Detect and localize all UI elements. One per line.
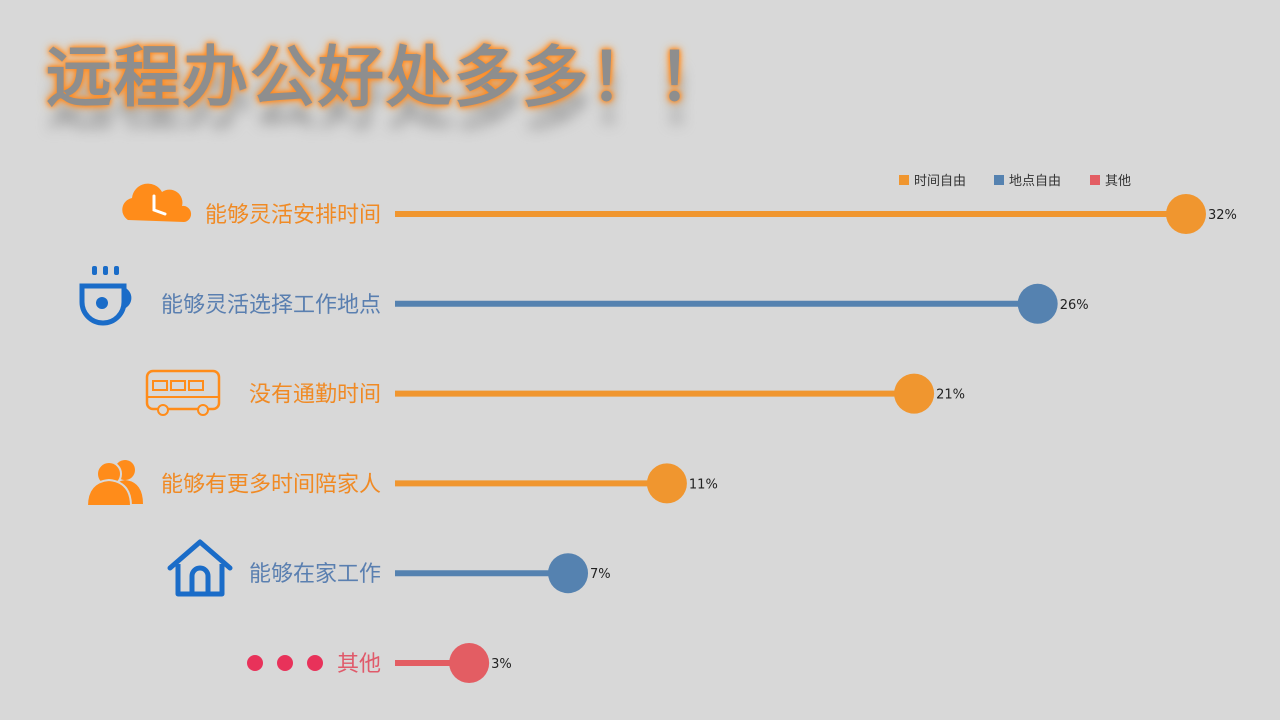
legend-swatch: [1090, 175, 1100, 185]
lollipop-dot: [548, 553, 589, 594]
chart-row: 其他 3%: [247, 643, 512, 683]
title-area: 远程办公好处多多！！ 远程办公好处多多！！: [0, 0, 1280, 140]
category-label: 能够灵活安排时间: [205, 203, 381, 228]
value-label: 21%: [936, 388, 965, 403]
house-icon: [167, 539, 233, 597]
lollipop-dot: [894, 373, 935, 414]
legend-label: 其他: [1105, 174, 1131, 189]
lollipop-dot: [1166, 194, 1206, 234]
chart-row: 能够灵活安排时间 32%: [122, 183, 1237, 234]
legend-label: 时间自由: [914, 174, 966, 189]
legend-item: 其他: [1090, 174, 1131, 189]
page-title: 远程办公好处多多！！: [46, 39, 726, 116]
dots-icon: [247, 655, 323, 671]
title-shadow: 远程办公好处多多！！: [48, 61, 728, 138]
category-label: 没有通勤时间: [249, 383, 381, 408]
chart-row: 能够灵活选择工作地点 26%: [79, 266, 1089, 326]
coffee-cup-icon: [79, 266, 132, 326]
value-label: 7%: [590, 567, 611, 582]
legend-label: 地点自由: [1009, 174, 1061, 189]
lollipop-dot: [449, 643, 490, 683]
value-label: 26%: [1060, 298, 1089, 313]
category-label: 能够在家工作: [249, 562, 381, 587]
value-label: 3%: [491, 657, 512, 672]
value-label: 32%: [1208, 208, 1237, 223]
bus-icon: [145, 369, 221, 416]
legend-swatch: [994, 175, 1004, 185]
chart-row: 能够在家工作 7%: [167, 539, 611, 597]
chart-row: 没有通勤时间 21%: [145, 369, 965, 416]
clock-cloud-icon: [122, 183, 192, 222]
lollipop-dot: [1017, 283, 1058, 324]
people-icon: [85, 460, 143, 507]
value-label: 11%: [689, 477, 718, 492]
legend-item: 时间自由: [899, 174, 966, 189]
chart-row: 能够有更多时间陪家人 11%: [85, 460, 718, 507]
lollipop-dot: [646, 463, 687, 504]
legend-item: 地点自由: [994, 174, 1061, 189]
category-label: 其他: [337, 652, 381, 677]
legend-swatch: [899, 175, 909, 185]
category-label: 能够灵活选择工作地点: [161, 293, 381, 318]
category-label: 能够有更多时间陪家人: [161, 472, 381, 497]
